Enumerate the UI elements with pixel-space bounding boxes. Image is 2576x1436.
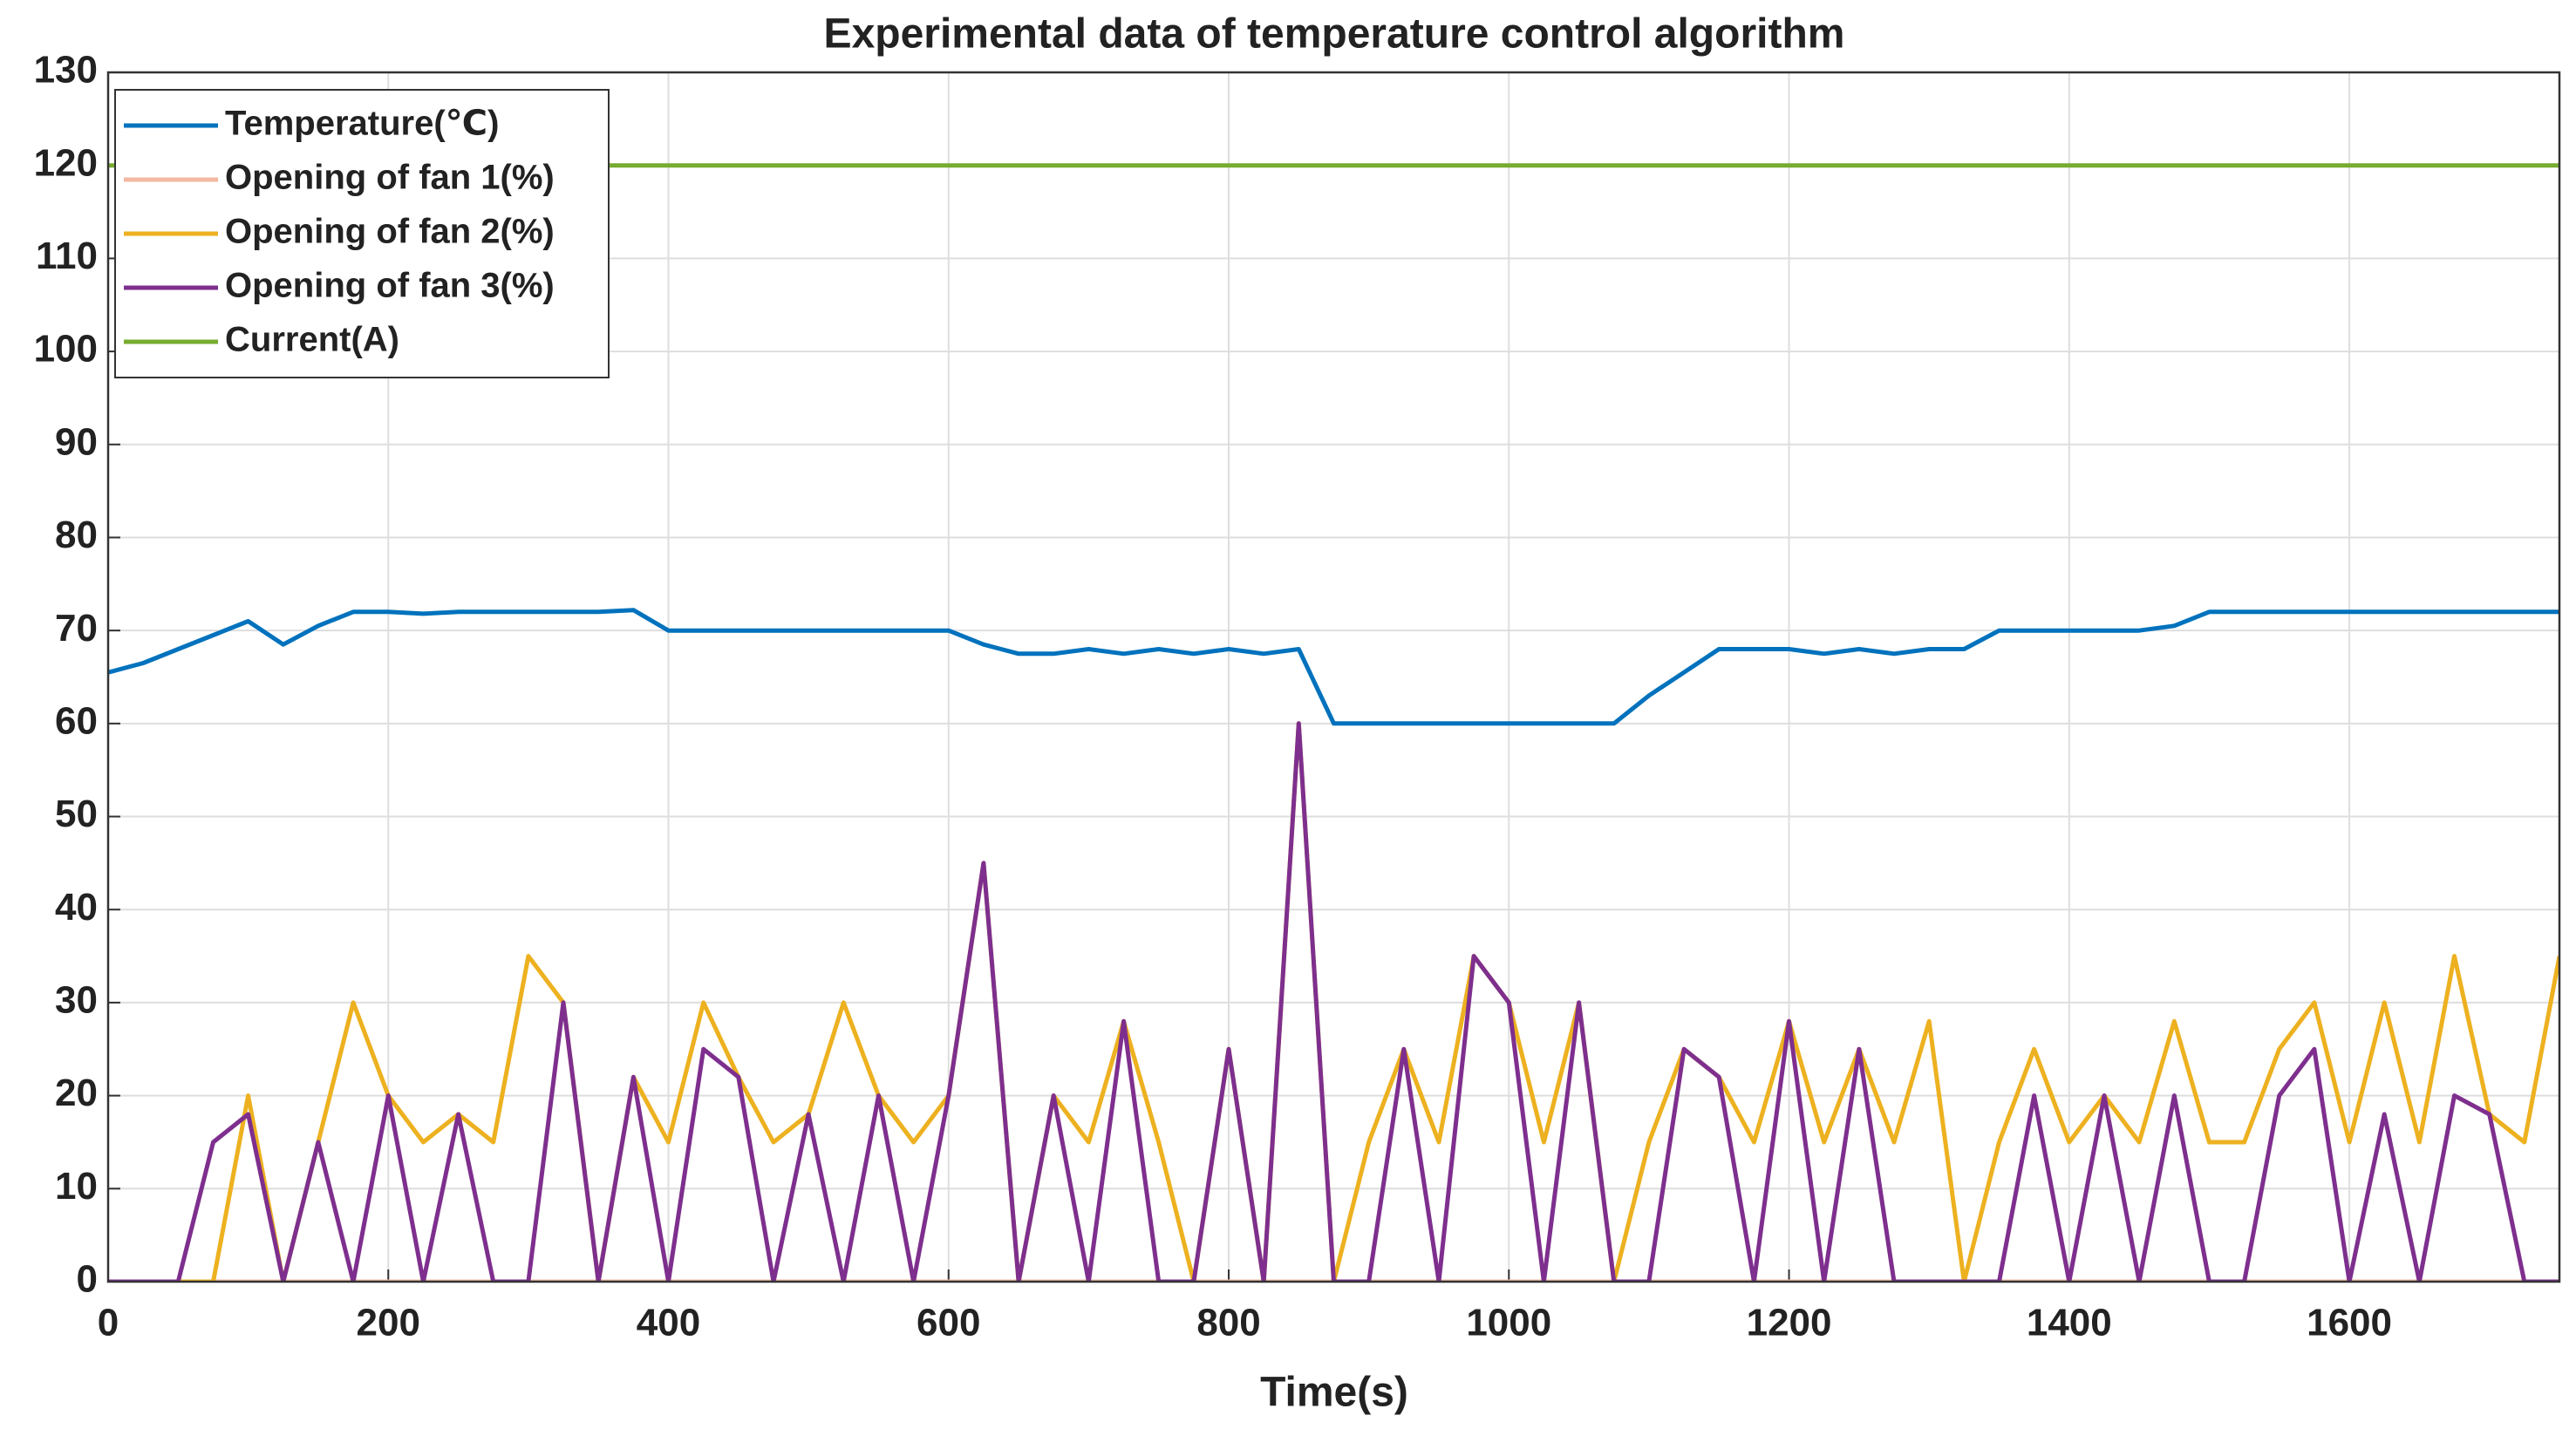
x-tick-label: 1000 <box>1466 1302 1551 1344</box>
series-line <box>108 608 2559 726</box>
y-tick-label: 130 <box>34 49 98 92</box>
x-tick-label: 1400 <box>2027 1302 2112 1344</box>
y-tick-label: 50 <box>55 793 98 835</box>
legend-label: Opening of fan 3(%) <box>225 267 555 305</box>
series-line <box>108 721 2559 1282</box>
x-tick-label: 600 <box>917 1302 980 1344</box>
legend-label: Opening of fan 2(%) <box>225 213 555 251</box>
x-tick-label: 200 <box>357 1302 420 1344</box>
chart-title: Experimental data of temperature control… <box>824 11 1845 58</box>
legend-label: Current(A) <box>225 321 399 359</box>
y-tick-label: 120 <box>34 141 98 184</box>
y-tick-label: 110 <box>36 235 98 277</box>
x-tick-label: 800 <box>1196 1302 1260 1344</box>
y-tick-label: 20 <box>55 1072 98 1114</box>
x-tick-label: 400 <box>637 1302 700 1344</box>
y-tick-label: 100 <box>34 328 98 371</box>
y-tick-label: 10 <box>55 1165 98 1208</box>
y-tick-label: 60 <box>55 699 98 742</box>
plot-frame <box>106 71 2561 1283</box>
x-tick-label: 1600 <box>2307 1302 2392 1344</box>
y-tick-label: 30 <box>55 979 98 1022</box>
y-tick-label: 80 <box>55 514 98 556</box>
y-tick-label: 0 <box>77 1258 98 1301</box>
x-tick-label: 1200 <box>1747 1302 1832 1344</box>
legend-label: Opening of fan 1(%) <box>225 159 555 197</box>
series-line <box>108 721 2559 1282</box>
x-tick-label: 0 <box>98 1302 119 1344</box>
legend-label: Temperature(℃) <box>225 105 499 143</box>
y-tick-label: 70 <box>55 607 98 650</box>
y-tick-label: 40 <box>55 886 98 929</box>
y-tick-label: 90 <box>55 420 98 463</box>
x-axis-label: Time(s) <box>1260 1370 1408 1416</box>
